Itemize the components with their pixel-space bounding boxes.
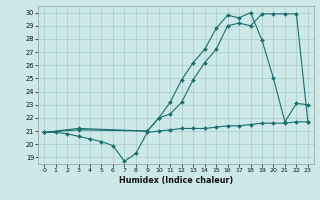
X-axis label: Humidex (Indice chaleur): Humidex (Indice chaleur) [119,176,233,185]
